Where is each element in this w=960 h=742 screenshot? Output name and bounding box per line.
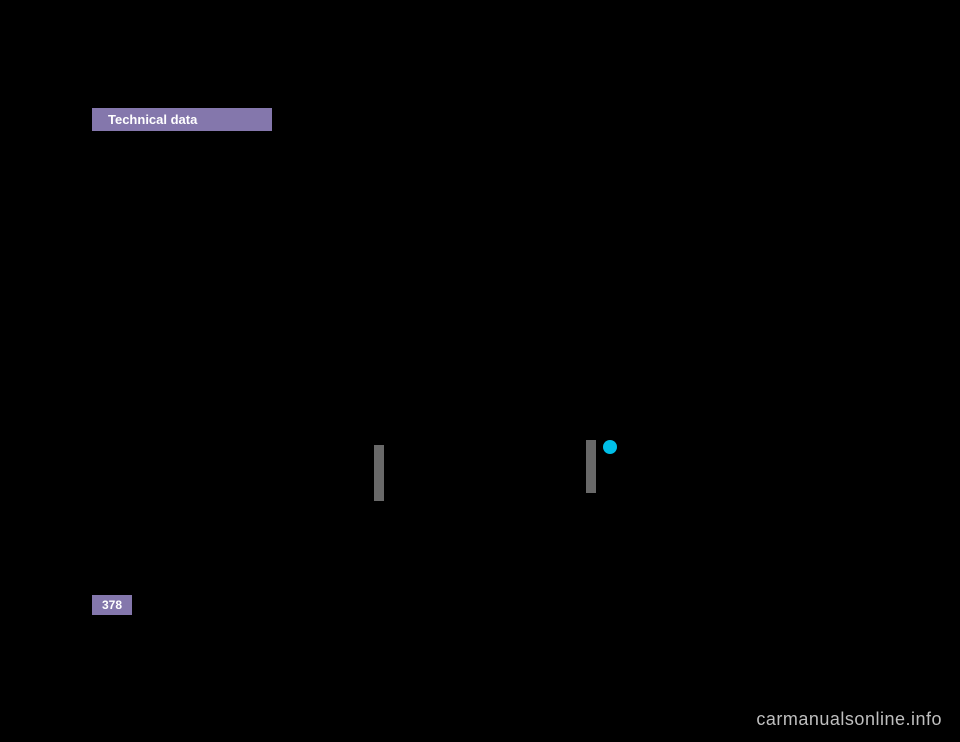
header-tab: Technical data	[92, 108, 272, 131]
header-title: Technical data	[108, 112, 197, 127]
info-dot-icon	[603, 440, 617, 454]
vertical-marker-2	[586, 440, 596, 493]
page-number-value: 378	[102, 598, 122, 612]
watermark: carmanualsonline.info	[756, 709, 942, 730]
page-number-badge: 378	[92, 595, 132, 615]
watermark-text: carmanualsonline.info	[756, 709, 942, 729]
vertical-marker-1	[374, 445, 384, 501]
